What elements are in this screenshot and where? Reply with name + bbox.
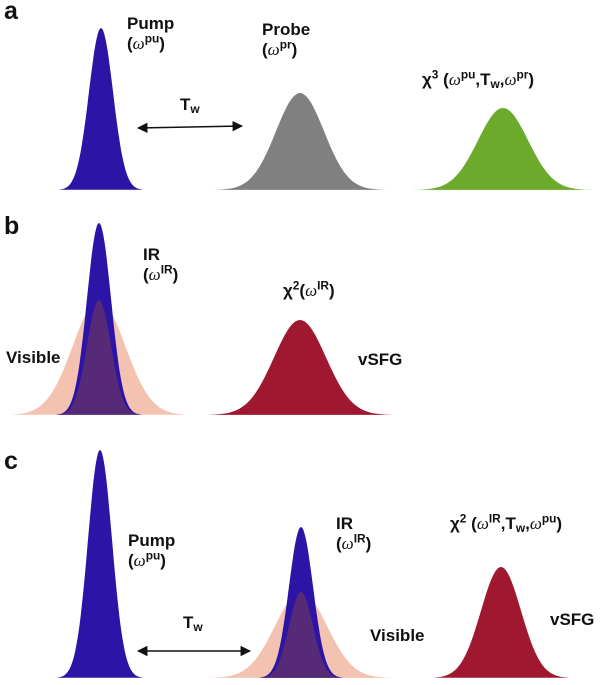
chi3-label: χ3 (ωpu,Tw,ωpr) xyxy=(422,67,535,91)
vsfg-pulse-c xyxy=(429,567,573,678)
delay-arrow-a xyxy=(136,120,244,134)
ir-visible-overlap-b xyxy=(55,300,143,415)
ir-label-c: IR (ωIR) xyxy=(336,514,372,553)
panel-label-a: a xyxy=(4,0,18,25)
panel-label-b: b xyxy=(4,212,20,240)
vsfg-label-b: vSFG xyxy=(358,350,403,369)
visible-label-c: Visible xyxy=(370,626,425,645)
delay-label-a: Tw xyxy=(180,95,200,116)
ir-label-b: IR (ωIR) xyxy=(143,245,179,284)
probe-pulse-a xyxy=(213,93,387,190)
pump-pulse-c xyxy=(56,450,144,678)
panel-label-c: c xyxy=(4,447,18,475)
chi3-signal-pulse xyxy=(413,108,593,190)
pump-label-a: Pump (ωpu) xyxy=(127,14,175,53)
vsfg-label-c: vSFG xyxy=(550,610,595,629)
pump-label-c: Pump (ωpu) xyxy=(128,531,176,570)
probe-label-a: Probe (ωpr) xyxy=(262,20,311,59)
vsfg-pulse-b xyxy=(206,320,394,415)
delay-label-c: Tw xyxy=(183,613,203,634)
pump-pulse-a xyxy=(57,28,145,190)
chi2-label-c: χ2 (ωIR,Tw,ωpu) xyxy=(450,511,563,535)
visible-label-b: Visible xyxy=(6,348,61,367)
ir-visible-overlap-c xyxy=(257,592,345,678)
chi2-label-b: χ2(ωIR) xyxy=(283,278,335,300)
